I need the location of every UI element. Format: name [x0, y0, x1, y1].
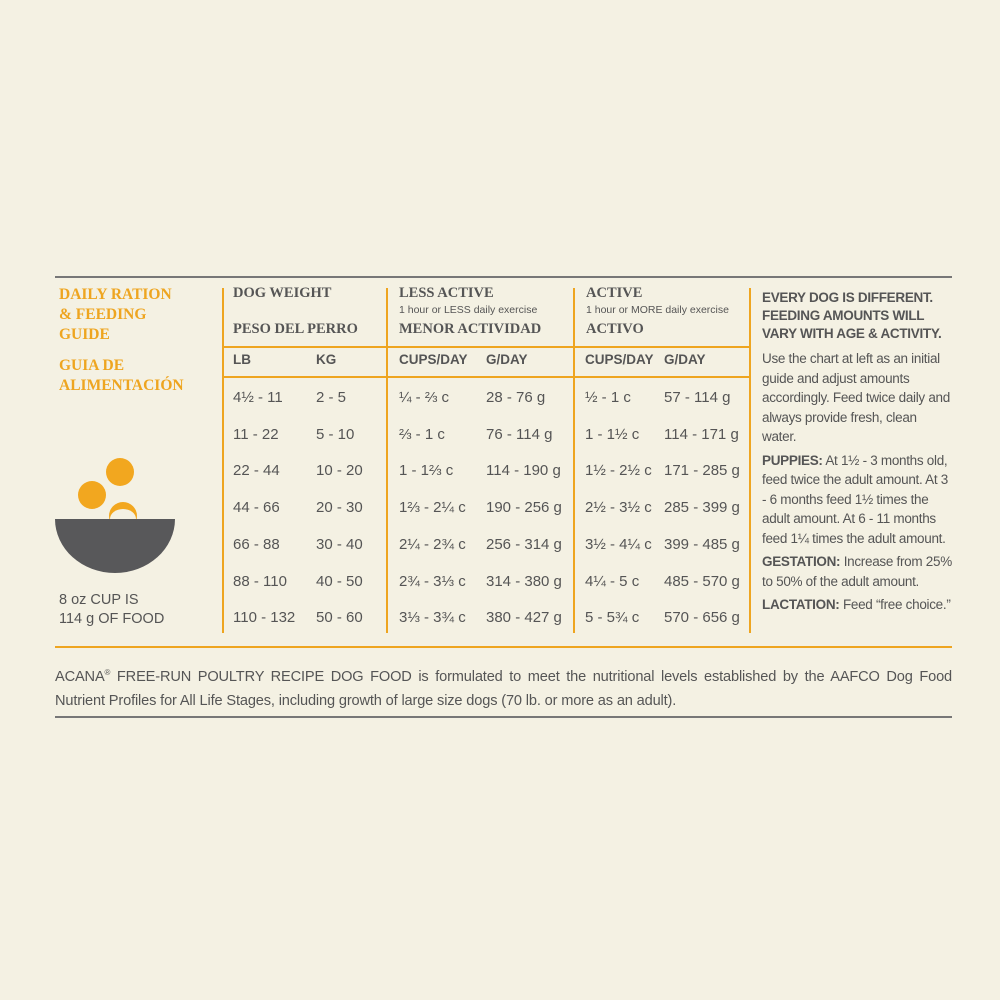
- title-line: & FEEDING: [59, 306, 147, 323]
- column-header: G/DAY: [664, 352, 706, 367]
- notes-intro: Use the chart at left as an initial guid…: [762, 351, 950, 444]
- bottom-rule: [55, 716, 952, 718]
- table-cell: 1½ - 2½ c: [585, 462, 652, 480]
- table-cell: 2½ - 3½ c: [585, 499, 652, 517]
- group-title-es: PESO DEL PERRO: [233, 321, 358, 337]
- column-rule: [573, 288, 575, 633]
- table-cell: 4½ - 11: [233, 389, 283, 406]
- table-rule: [55, 646, 952, 648]
- note-text: At 1½ - 3 months old, feed twice the adu…: [762, 452, 948, 546]
- cup-note-line: 114 g OF FOOD: [59, 611, 165, 627]
- table-cell: ½ - 1 c: [585, 389, 631, 406]
- table-cell: 4¼ - 5 c: [585, 572, 640, 590]
- note-label: GESTATION:: [762, 554, 841, 569]
- table-cell: 11 - 22: [233, 425, 279, 443]
- table-cell: 5 - 5¾ c: [585, 609, 640, 627]
- table-cell: 2 - 5: [316, 389, 347, 406]
- column-header: LB: [233, 352, 251, 367]
- table-cell: 88 - 110: [233, 572, 287, 590]
- group-title: ACTIVE: [586, 285, 643, 301]
- table-cell: 40 - 50: [316, 572, 363, 590]
- note-item: PUPPIES: At 1½ - 3 months old, feed twic…: [762, 451, 954, 549]
- table-cell: 171 - 285 g: [664, 462, 740, 480]
- table-cell: 44 - 66: [233, 499, 280, 517]
- header-rule: [222, 346, 749, 348]
- note-item: GESTATION: Increase from 25% to 50% of t…: [762, 552, 954, 591]
- table-cell: 1 - 1⅔ c: [399, 462, 454, 480]
- group-note: 1 hour or LESS daily exercise: [399, 304, 538, 316]
- table-cell: 28 - 76 g: [486, 389, 546, 406]
- table-cell: 1⅔ - 2¼ c: [399, 499, 466, 517]
- table-cell: 1 - 1½ c: [585, 425, 640, 443]
- table-cell: 3½ - 4¼ c: [585, 535, 652, 553]
- table-cell: 76 - 114 g: [486, 425, 553, 443]
- group-title-es: ACTIVO: [586, 321, 644, 337]
- group-title: LESS ACTIVE: [399, 285, 494, 301]
- column-header: G/DAY: [486, 352, 528, 367]
- table-cell: 2¾ - 3⅓ c: [399, 572, 466, 590]
- column-rule: [749, 288, 751, 633]
- table-cell: 114 - 171 g: [664, 425, 739, 443]
- title-line: GUIA DE: [59, 357, 125, 374]
- note-text: Increase from 25% to 50% of the adult am…: [762, 554, 952, 589]
- guide-title-es: GUIA DE ALIMENTACIÓN: [59, 356, 184, 396]
- notes-heading: EVERY DOG IS DIFFERENT. FEEDING AMOUNTS …: [762, 290, 942, 341]
- cup-note: 8 oz CUP IS 114 g OF FOOD: [59, 591, 164, 629]
- table-cell: 380 - 427 g: [486, 609, 562, 627]
- table-cell: 114 - 190 g: [486, 462, 561, 480]
- table-cell: 2¼ - 2¾ c: [399, 535, 466, 553]
- table-cell: 5 - 10: [316, 425, 355, 443]
- brand: ACANA: [55, 668, 105, 685]
- table-cell: 57 - 114 g: [664, 389, 731, 406]
- table-cell: 285 - 399 g: [664, 499, 740, 517]
- table-cell: 256 - 314 g: [486, 535, 562, 553]
- note-label: PUPPIES:: [762, 452, 823, 468]
- table-cell: 20 - 30: [316, 499, 363, 517]
- note-item: LACTATION: Feed “free choice.”: [762, 595, 954, 615]
- cup-note-line: 8 oz CUP IS: [59, 592, 139, 608]
- table-cell: ⅔ - 1 c: [399, 425, 445, 443]
- table-cell: ¼ - ⅔ c: [399, 389, 450, 406]
- table-cell: 190 - 256 g: [486, 499, 562, 517]
- guide-title: DAILY RATION & FEEDING GUIDE: [59, 285, 172, 345]
- table-cell: 570 - 656 g: [664, 609, 740, 627]
- column-rule: [386, 288, 388, 633]
- title-line: GUIDE: [59, 326, 110, 343]
- group-note: 1 hour or MORE daily exercise: [586, 304, 729, 316]
- table-cell: 30 - 40: [316, 535, 363, 553]
- note-text: Feed “free choice.”: [842, 597, 951, 612]
- column-header: KG: [316, 352, 337, 367]
- table-cell: 66 - 88: [233, 535, 280, 553]
- table-cell: 485 - 570 g: [664, 572, 740, 590]
- column-header: CUPS/DAY: [585, 352, 654, 367]
- note-label: LACTATION:: [762, 597, 840, 612]
- notes: EVERY DOG IS DIFFERENT. FEEDING AMOUNTS …: [762, 289, 954, 619]
- table-cell: 50 - 60: [316, 609, 363, 627]
- table-cell: 314 - 380 g: [486, 572, 562, 590]
- footer-text: FREE-RUN POULTRY RECIPE DOG FOOD is form…: [55, 668, 953, 709]
- table-cell: 399 - 485 g: [664, 535, 740, 553]
- column-rule: [222, 288, 224, 633]
- subheader-rule: [222, 376, 749, 378]
- footer: ACANA® FREE-RUN POULTRY RECIPE DOG FOOD …: [55, 661, 952, 713]
- table-cell: 22 - 44: [233, 462, 280, 480]
- table-cell: 110 - 132: [233, 609, 296, 627]
- group-title: DOG WEIGHT: [233, 285, 332, 301]
- title-line: ALIMENTACIÓN: [59, 377, 184, 394]
- top-rule: [55, 276, 952, 278]
- table-cell: 10 - 20: [316, 462, 363, 480]
- column-header: CUPS/DAY: [399, 352, 468, 367]
- title-line: DAILY RATION: [59, 286, 172, 303]
- bowl-icon: [55, 458, 175, 573]
- registered-mark: ®: [104, 668, 111, 677]
- group-title-es: MENOR ACTIVIDAD: [399, 321, 542, 337]
- table-cell: 3⅓ - 3¾ c: [399, 609, 466, 627]
